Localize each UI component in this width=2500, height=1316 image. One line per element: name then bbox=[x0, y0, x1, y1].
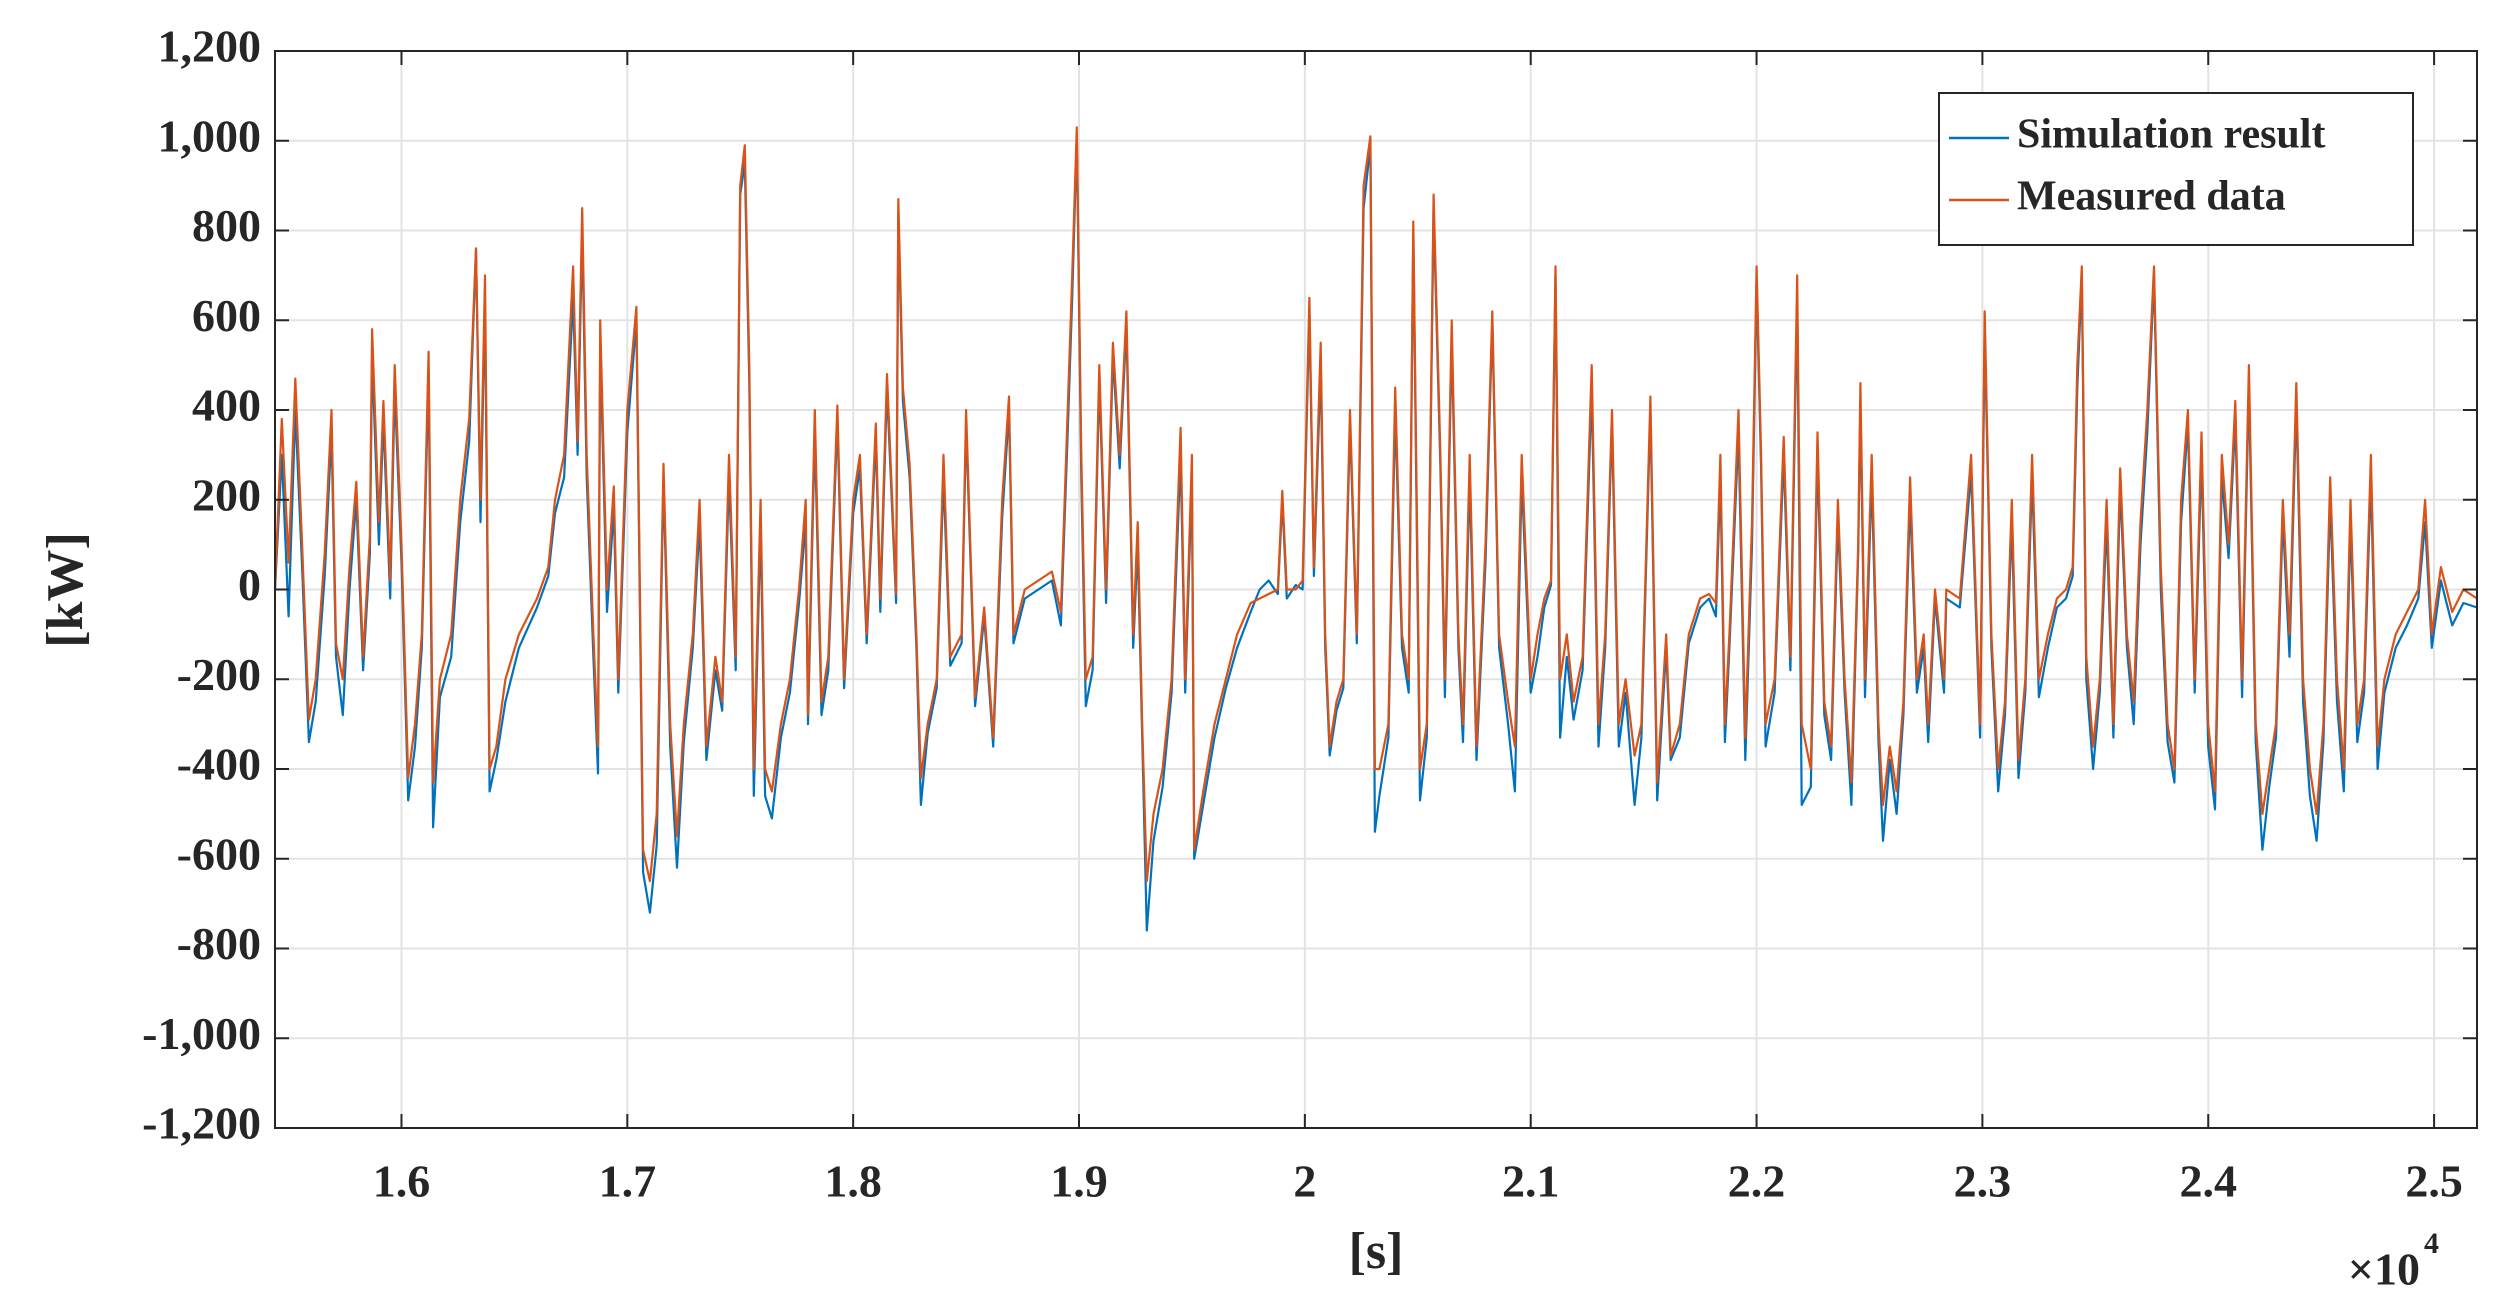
x-tick-label: 1.6 bbox=[373, 1156, 431, 1207]
y-tick-label: -800 bbox=[177, 918, 261, 969]
x-tick-label: 1.9 bbox=[1050, 1156, 1108, 1207]
x-axis-label: [s] bbox=[1349, 1223, 1404, 1280]
x-tick-label: 2.1 bbox=[1502, 1156, 1560, 1207]
plot-area bbox=[273, 126, 2478, 932]
x-tick-label: 2.3 bbox=[1954, 1156, 2012, 1207]
axes: -1,200 -1,000 -800 -600 -400 -200 0 200 400 600 80… bbox=[142, 21, 2478, 1207]
y-tick-label: 200 bbox=[192, 469, 261, 520]
x-multiplier-exponent: 4 bbox=[2424, 1227, 2439, 1260]
legend-label: Simulation result bbox=[2017, 112, 2325, 158]
y-tick-label: 1,000 bbox=[158, 110, 262, 161]
legend-box bbox=[1938, 92, 2414, 246]
y-tick-label: 400 bbox=[192, 380, 261, 431]
legend: Simulation result Measured data bbox=[1938, 92, 2414, 246]
y-tick-label: -600 bbox=[177, 828, 261, 879]
y-tick-label: -1,200 bbox=[142, 1098, 261, 1149]
x-tick-label: 2 bbox=[1293, 1156, 1316, 1207]
x-tick-label: 1.8 bbox=[824, 1156, 882, 1207]
y-tick-label: -200 bbox=[177, 649, 261, 700]
legend-label: Measured data bbox=[2017, 174, 2286, 220]
y-tick-label: -1,000 bbox=[142, 1008, 261, 1059]
x-tick-label: 2.5 bbox=[2405, 1156, 2463, 1207]
y-tick-label: 1,200 bbox=[158, 21, 262, 72]
y-axis-label: [kW] bbox=[37, 532, 94, 648]
y-tick-label: -400 bbox=[177, 739, 261, 790]
x-tick-label: 1.7 bbox=[599, 1156, 657, 1207]
y-tick-label: 0 bbox=[238, 559, 261, 610]
x-tick-label: 2.4 bbox=[2179, 1156, 2237, 1207]
x-multiplier: ×10 bbox=[2348, 1244, 2420, 1295]
axes-box bbox=[274, 50, 2478, 1129]
y-tick-label: 600 bbox=[192, 290, 261, 341]
y-tick-label: 800 bbox=[192, 200, 261, 251]
x-tick-label: 2.2 bbox=[1728, 1156, 1786, 1207]
series-line bbox=[273, 126, 2478, 883]
